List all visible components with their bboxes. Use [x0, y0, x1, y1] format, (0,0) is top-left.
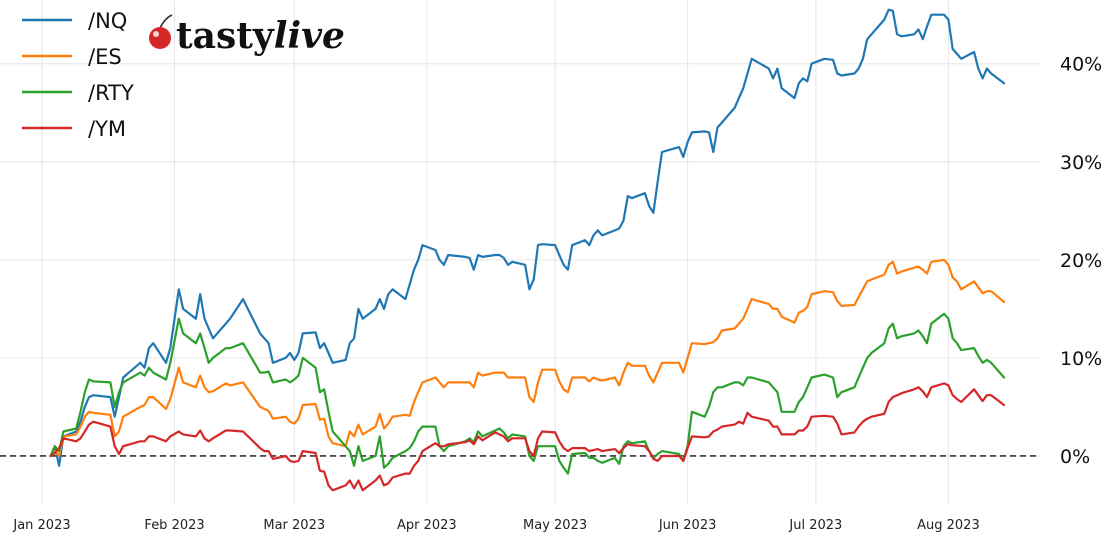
x-tick-label: Apr 2023: [397, 518, 457, 533]
legend: /NQ/ES/RTY/YM: [22, 9, 134, 141]
series-line-rty: [49, 312, 1006, 475]
legend-label: /ES: [88, 45, 122, 69]
x-tick-label: Jul 2023: [788, 518, 842, 533]
series-line-ym: [49, 382, 1006, 492]
y-tick-label: 10%: [1060, 348, 1102, 370]
x-tick-label: Aug 2023: [917, 518, 980, 533]
y-tick-label: 20%: [1060, 250, 1102, 272]
cherry-icon: [149, 14, 173, 49]
x-tick-label: May 2023: [523, 518, 587, 533]
x-tick-label: Feb 2023: [144, 518, 204, 533]
series-line-es: [49, 258, 1006, 458]
y-axis: 0% 10% 20% 30% 40%: [1060, 54, 1102, 468]
y-tick-label: 30%: [1060, 152, 1102, 174]
x-axis: Jan 2023 Feb 2023 Mar 2023 Apr 2023 May 2023…: [12, 518, 979, 533]
legend-label: /RTY: [88, 81, 134, 105]
grid: [0, 0, 1040, 505]
series-layer: [49, 8, 1006, 492]
legend-label: /NQ: [88, 9, 127, 33]
y-tick-label: 0%: [1060, 446, 1090, 468]
series-line-nq: [49, 8, 1006, 467]
tastylive-logo: tastylive: [149, 14, 345, 57]
logo-text: tastylive: [176, 15, 345, 57]
y-tick-label: 40%: [1060, 54, 1102, 76]
x-tick-label: Jan 2023: [12, 518, 70, 533]
x-tick-label: Mar 2023: [263, 518, 325, 533]
x-tick-label: Jun 2023: [658, 518, 717, 533]
legend-label: /YM: [88, 117, 126, 141]
